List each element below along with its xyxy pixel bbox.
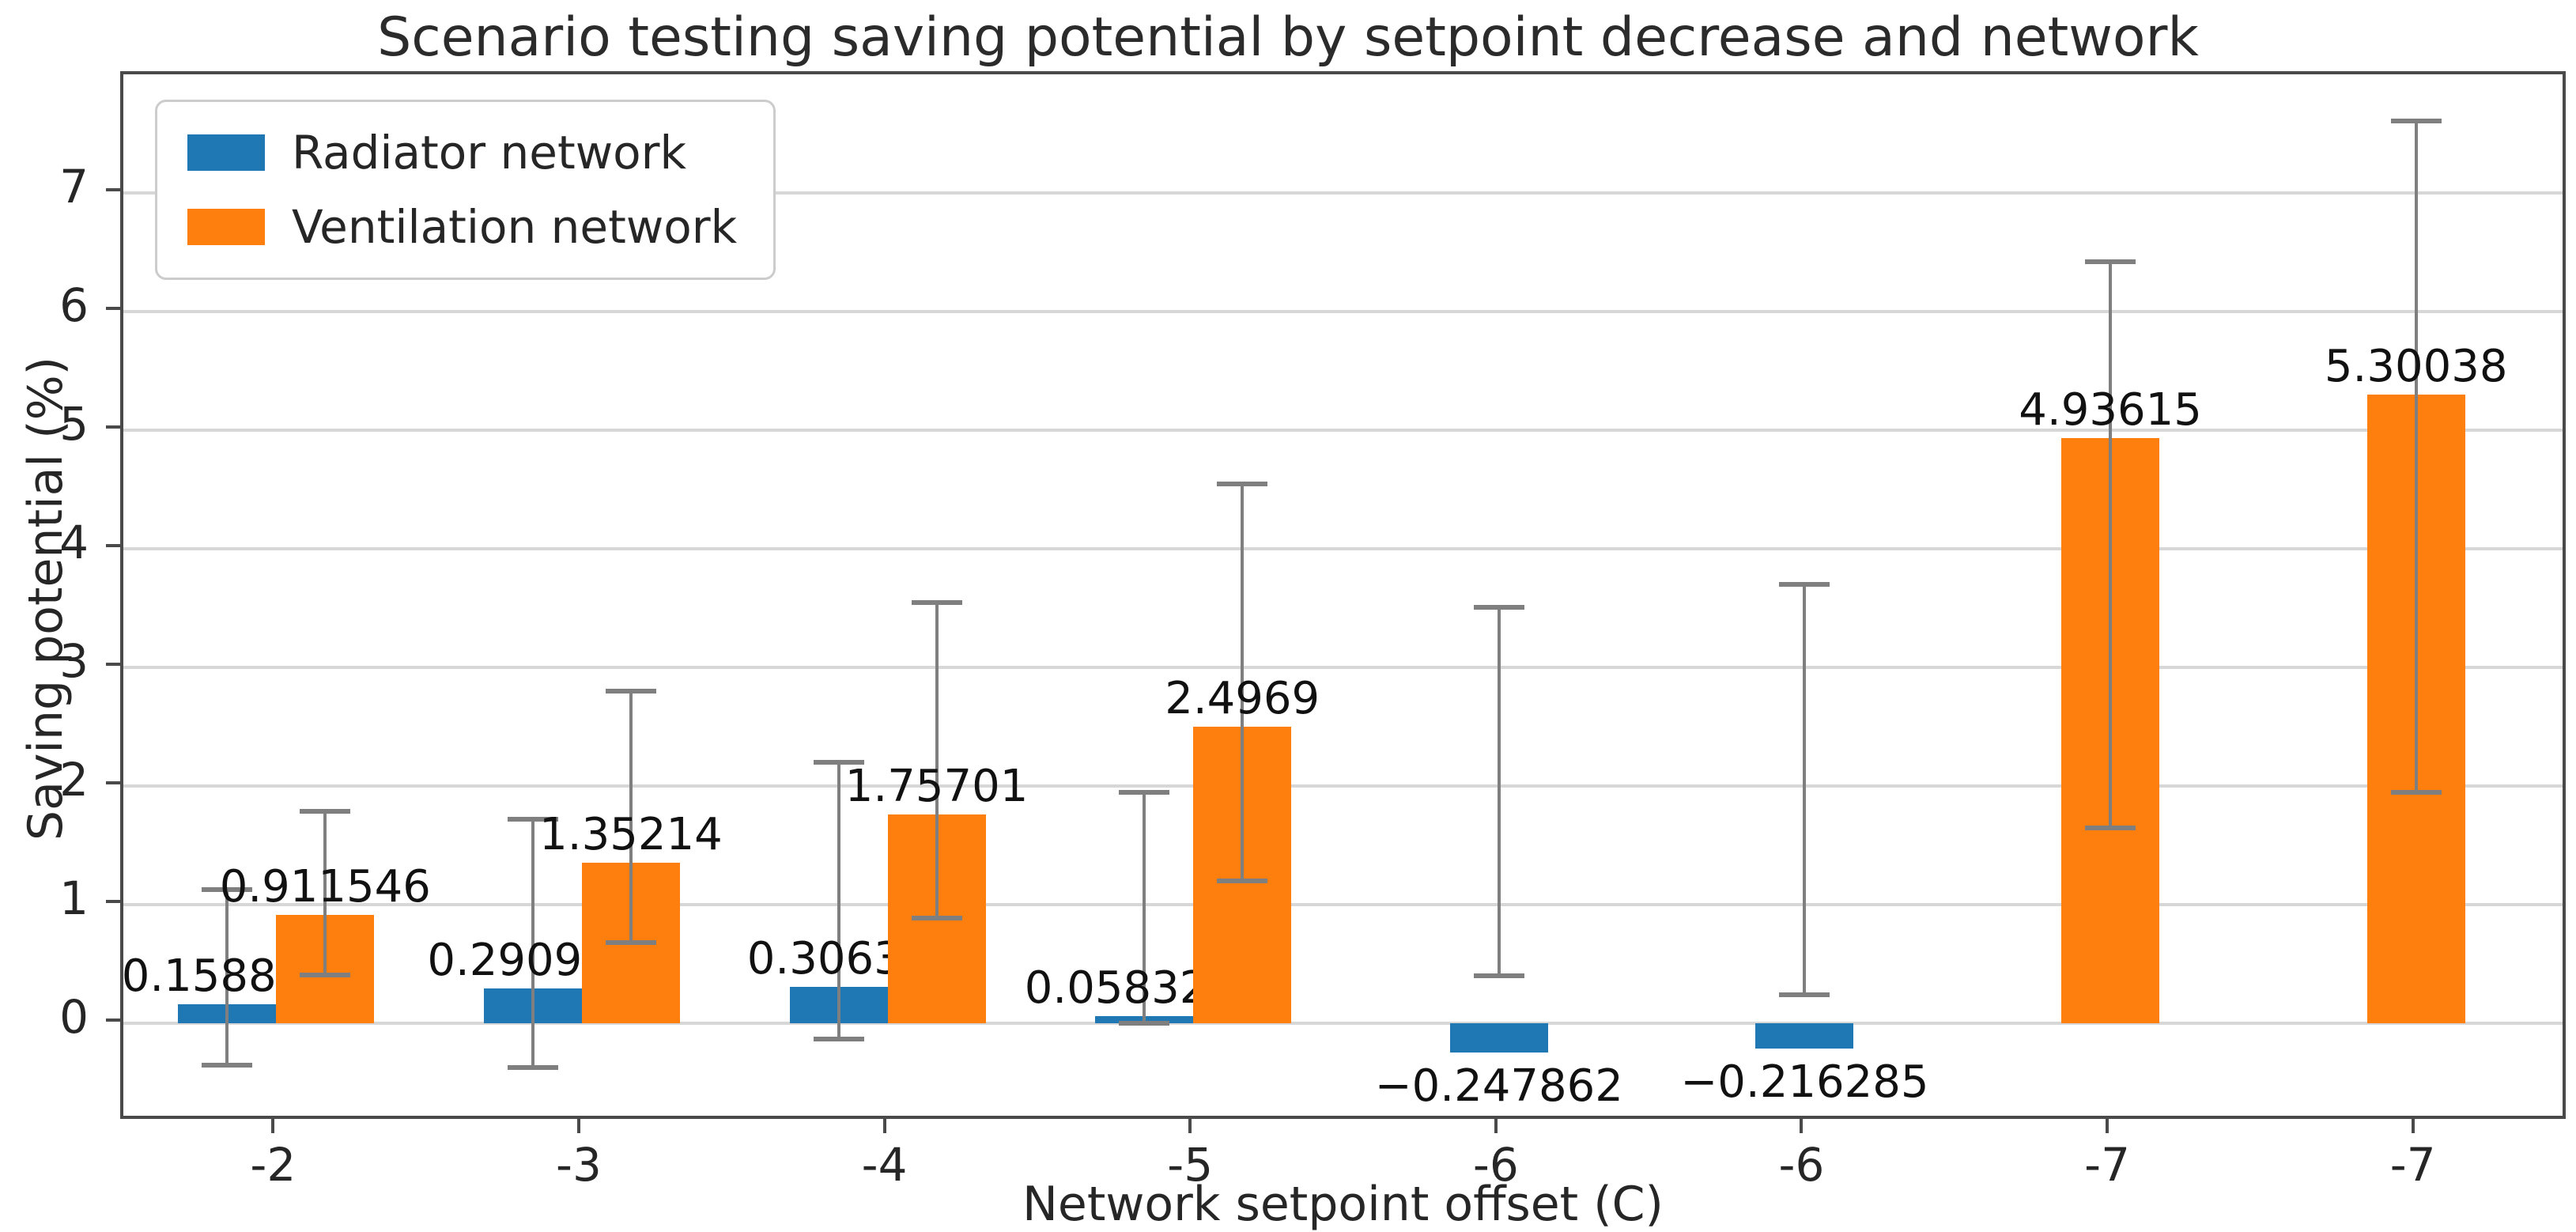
y-tick-label: 5 <box>59 397 89 451</box>
chart-title: Scenario testing saving potential by set… <box>377 6 2199 69</box>
y-tick-label: 3 <box>59 634 89 688</box>
error-bar <box>1143 792 1146 1023</box>
x-tick <box>576 1119 580 1133</box>
gridline <box>123 784 2563 788</box>
error-bar <box>2414 120 2418 792</box>
bar-value-label: 5.30038 <box>2324 340 2508 392</box>
bar <box>1755 1023 1854 1049</box>
error-bar-cap <box>813 760 864 765</box>
x-tick-label: -4 <box>861 1138 908 1192</box>
gridline <box>123 1022 2563 1025</box>
error-bar-cap <box>1779 992 1830 997</box>
x-tick-label: -5 <box>1167 1138 1214 1192</box>
error-bar-cap <box>1119 1021 1170 1026</box>
x-tick <box>2106 1119 2110 1133</box>
plot-area: 0.158868 0.290966 0.30633 0.0583283 −0.24786… <box>120 71 2566 1119</box>
y-tick <box>106 425 120 429</box>
error-bar-cap <box>507 1064 558 1070</box>
error-bar-cap <box>202 886 253 892</box>
legend-item: Radiator network <box>187 126 737 180</box>
bar-value-label: 4.93615 <box>2019 384 2202 436</box>
y-tick <box>106 663 120 666</box>
bar <box>1449 1023 1548 1053</box>
error-bar-cap <box>1217 481 1268 486</box>
gridline <box>123 429 2563 432</box>
error-bar <box>1497 607 1501 976</box>
error-bar-cap <box>605 689 656 693</box>
error-bar-cap <box>2085 825 2136 830</box>
error-bar-cap <box>2085 259 2136 264</box>
x-tick-label: -7 <box>2389 1138 2436 1192</box>
y-tick <box>106 188 120 191</box>
error-bar-cap <box>1779 582 1830 587</box>
bar-value-label: −0.247862 <box>1374 1060 1623 1113</box>
error-bar <box>837 762 840 1039</box>
x-tick-label: -3 <box>556 1138 602 1192</box>
y-tick-label: 0 <box>59 990 89 1044</box>
x-tick-label: -6 <box>1472 1138 1519 1192</box>
x-tick-label: -2 <box>250 1138 297 1192</box>
x-tick <box>2411 1119 2415 1133</box>
legend-item: Ventilation network <box>187 200 737 254</box>
legend: Radiator network Ventilation network <box>155 100 776 280</box>
x-tick-label: -7 <box>2084 1138 2130 1192</box>
error-bar <box>935 602 939 918</box>
y-tick-label: 4 <box>59 516 89 569</box>
gridline <box>123 903 2563 906</box>
x-tick <box>1800 1119 1804 1133</box>
y-tick <box>106 544 120 547</box>
bar-value-label: 1.75701 <box>844 761 1029 813</box>
bar-value-label: 1.35214 <box>539 809 723 861</box>
x-tick <box>1188 1119 1192 1133</box>
bar-value-label: 2.4969 <box>1165 673 1320 725</box>
error-bar-cap <box>813 1036 864 1041</box>
y-tick-label: 6 <box>59 278 89 332</box>
bar-value-label: −0.216285 <box>1680 1056 1929 1109</box>
y-tick <box>106 781 120 784</box>
error-bar-cap <box>300 808 351 814</box>
y-tick-label: 7 <box>59 160 89 214</box>
y-tick <box>106 307 120 310</box>
legend-label: Radiator network <box>292 126 687 180</box>
error-bar-cap <box>1473 604 1524 610</box>
y-axis-label: Saving potential (%) <box>18 357 74 841</box>
gridline <box>123 310 2563 313</box>
error-bar-cap <box>1217 879 1268 883</box>
y-tick-label: 2 <box>59 753 89 807</box>
error-bar-cap <box>2390 118 2442 123</box>
error-bar-cap <box>911 915 962 920</box>
error-bar-cap <box>605 940 656 945</box>
gridline <box>123 191 2563 195</box>
y-tick <box>106 900 120 903</box>
bar-value-label: 0.911546 <box>219 861 431 913</box>
error-bar-cap <box>507 817 558 822</box>
y-tick-label: 1 <box>59 871 89 925</box>
error-bar-cap <box>202 1062 253 1068</box>
x-axis-label: Network setpoint offset (C) <box>1022 1177 1664 1232</box>
legend-label: Ventilation network <box>292 200 738 254</box>
legend-swatch-icon <box>187 209 265 245</box>
error-bar-cap <box>911 599 962 605</box>
error-bar <box>1803 584 1807 995</box>
x-tick <box>882 1119 886 1133</box>
error-bar-cap <box>2390 789 2442 795</box>
y-tick <box>106 1018 120 1022</box>
legend-swatch-icon <box>187 134 265 171</box>
gridline <box>123 666 2563 669</box>
x-tick <box>271 1119 275 1133</box>
error-bar-cap <box>1473 973 1524 978</box>
error-bar <box>323 811 327 975</box>
gridline <box>123 547 2563 550</box>
error-bar <box>2109 262 2113 828</box>
error-bar <box>1241 483 1245 881</box>
error-bar <box>531 819 534 1068</box>
x-tick-label: -6 <box>1778 1138 1825 1192</box>
x-tick <box>1494 1119 1498 1133</box>
error-bar-cap <box>1119 789 1170 795</box>
error-bar <box>629 691 633 943</box>
error-bar <box>225 889 229 1065</box>
error-bar-cap <box>300 972 351 977</box>
